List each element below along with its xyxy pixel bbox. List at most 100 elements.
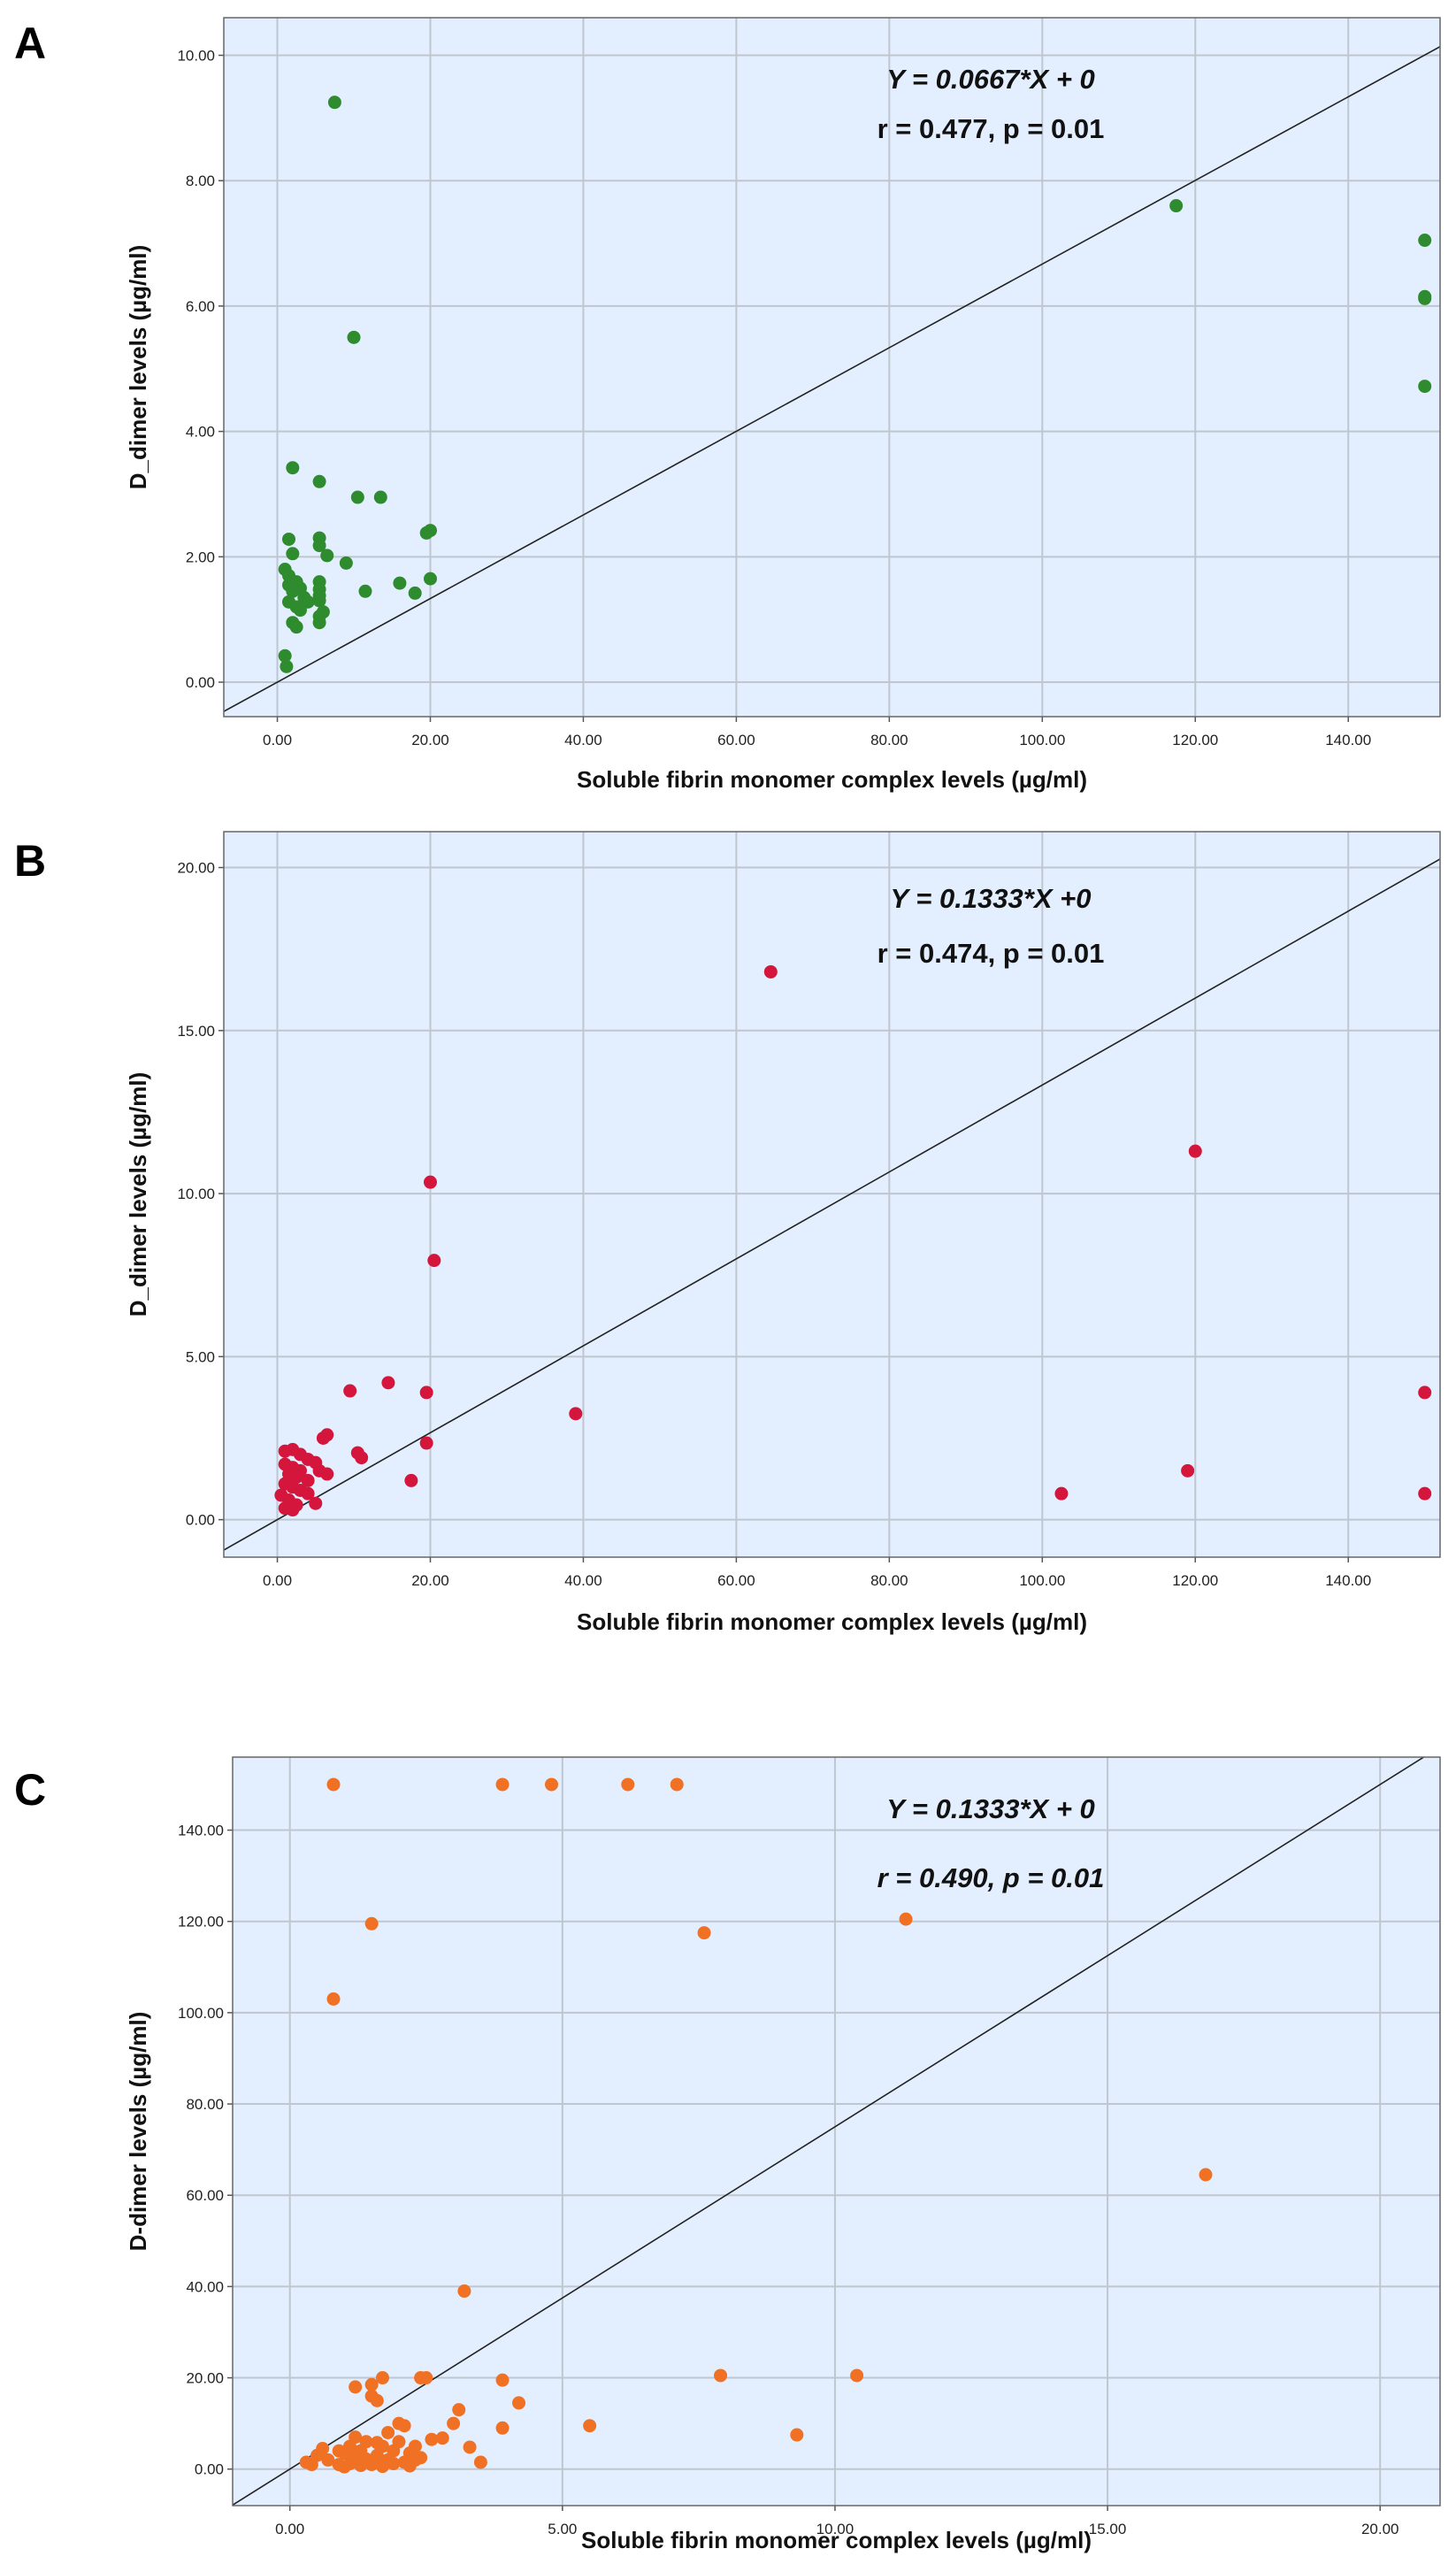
x-tick-label: 120.00: [1172, 1572, 1218, 1589]
data-point: [427, 1254, 441, 1268]
y-tick-label: 8.00: [186, 173, 215, 189]
x-tick-label: 40.00: [564, 732, 602, 748]
x-tick-label: 100.00: [1019, 1572, 1065, 1589]
y-tick-label: 40.00: [186, 2278, 224, 2295]
plot-border-a: [223, 17, 1441, 718]
panel-letter: A: [14, 19, 46, 68]
data-point: [670, 1777, 684, 1792]
x-tick-label: 100.00: [1019, 732, 1065, 748]
data-point: [1418, 291, 1432, 305]
correlation-stats: r = 0.490, p = 0.01: [877, 1862, 1105, 1893]
data-point: [1418, 1486, 1432, 1501]
y-tick-label: 6.00: [186, 298, 215, 315]
data-point: [1418, 380, 1432, 394]
data-point: [790, 2428, 804, 2442]
data-point: [343, 1384, 357, 1398]
y-tick-label: 5.00: [186, 1348, 215, 1365]
plot-border-b: [223, 831, 1441, 1558]
y-tick-label: 10.00: [177, 48, 215, 65]
data-point: [370, 2436, 384, 2450]
data-point: [423, 1175, 437, 1189]
y-tick-label: 20.00: [186, 2370, 224, 2387]
chart-panel-c: 0.00 5.00 10.00 15.00 20.00 0.00 20.00 40.00 60.…: [14, 1756, 1441, 2553]
data-point: [286, 547, 300, 561]
y-tick-label: 0.00: [186, 674, 215, 691]
x-axis-label: Soluble fibrin monomer complex levels (µ…: [581, 2527, 1092, 2553]
y-tick-label: 0.00: [195, 2461, 224, 2478]
data-point: [373, 490, 387, 504]
x-axis-label: Soluble fibrin monomer complex levels (µ…: [577, 766, 1087, 793]
data-point: [1181, 1463, 1195, 1478]
regression-equation: Y = 0.1333*X + 0: [886, 1793, 1095, 1824]
x-tick-label: 20.00: [1361, 2521, 1399, 2537]
data-point: [327, 96, 341, 110]
y-tick-label: 60.00: [186, 2187, 224, 2204]
data-point: [286, 461, 300, 475]
data-point: [280, 659, 294, 673]
data-point: [392, 2435, 406, 2449]
regression-equation: Y = 0.0667*X + 0: [886, 64, 1095, 95]
data-point: [309, 1496, 323, 1510]
x-tick-label: 0.00: [275, 2521, 304, 2537]
data-point: [899, 1912, 913, 1926]
x-tick-label: 20.00: [411, 1572, 449, 1589]
x-tick-label: 140.00: [1325, 732, 1371, 748]
data-point: [425, 2432, 439, 2446]
data-point: [339, 556, 353, 570]
data-point: [278, 649, 292, 663]
data-point: [1188, 1144, 1202, 1158]
data-point: [714, 2368, 728, 2383]
data-point: [512, 2396, 526, 2410]
data-point: [463, 2440, 477, 2454]
data-point: [569, 1407, 583, 1421]
data-point: [364, 1916, 379, 1931]
data-point: [408, 2439, 422, 2453]
data-point: [423, 524, 437, 538]
data-point: [545, 1777, 559, 1792]
data-point: [350, 490, 364, 504]
regression-group-a: [224, 46, 1440, 712]
y-tick-label: 4.00: [186, 424, 215, 441]
data-point: [312, 594, 326, 608]
data-point: [349, 2380, 363, 2394]
data-point: [1169, 199, 1184, 213]
data-point: [850, 2368, 864, 2383]
panel-letter: B: [14, 836, 46, 886]
data-point: [342, 2457, 356, 2471]
data-point: [312, 474, 326, 488]
data-point: [286, 584, 300, 598]
data-point: [495, 2421, 510, 2435]
panel-letter: C: [14, 1765, 46, 1815]
data-point: [316, 2442, 330, 2456]
regression-line: [224, 46, 1440, 712]
data-point: [435, 2431, 449, 2445]
data-point: [583, 2419, 597, 2433]
x-tick-label: 140.00: [1325, 1572, 1371, 1589]
x-tick-label: 80.00: [870, 732, 908, 748]
chart-panel-a: 0.00 20.00 40.00 60.00 80.00 100.00 120.00 140.…: [14, 17, 1441, 793]
data-point: [423, 572, 437, 586]
y-tick-label: 100.00: [178, 2005, 224, 2022]
regression-group-b: [224, 858, 1440, 1551]
plot-area-c: [233, 1757, 1440, 2506]
data-point: [320, 1428, 334, 1442]
plot-border-c: [232, 1756, 1441, 2506]
y-axis-label: D_dimer levels (µg/ml): [125, 1072, 151, 1317]
y-tick-label: 140.00: [178, 1823, 224, 1839]
data-point: [358, 584, 372, 598]
data-point: [375, 2460, 389, 2474]
data-point: [320, 549, 334, 563]
data-point: [397, 2419, 411, 2433]
data-point: [408, 2453, 422, 2467]
data-point: [312, 616, 326, 630]
data-point: [312, 539, 326, 553]
data-point: [419, 1436, 433, 1450]
data-point: [381, 1376, 395, 1390]
y-tick-label: 2.00: [186, 549, 215, 565]
x-tick-label: 10.00: [816, 2521, 854, 2537]
data-point: [387, 2457, 401, 2471]
data-point: [282, 532, 296, 546]
data-point: [452, 2403, 466, 2417]
data-point: [408, 586, 422, 600]
